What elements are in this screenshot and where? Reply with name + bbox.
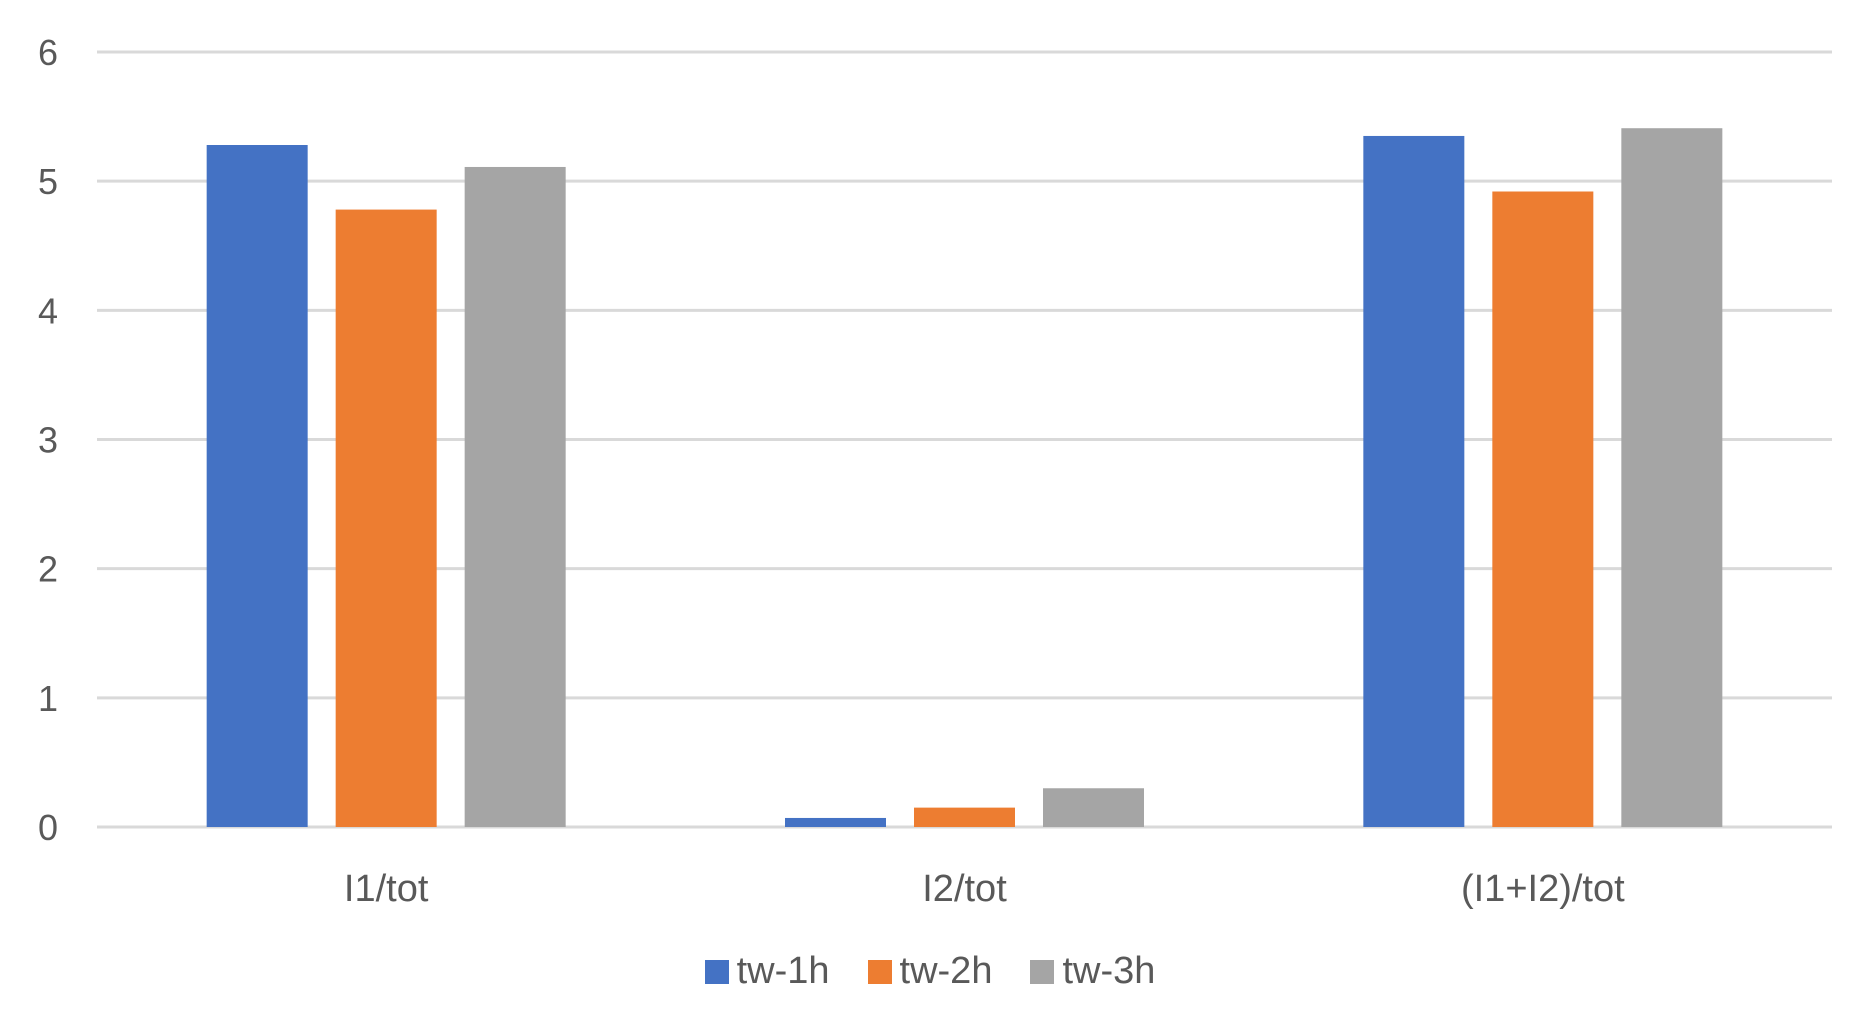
bar-tw-3h-2 <box>1621 128 1723 828</box>
y-tick-label: 3 <box>38 420 58 461</box>
bar-tw-2h-1 <box>914 807 1015 827</box>
legend: tw-1h tw-2h tw-3h <box>0 950 1860 993</box>
legend-item-tw-2h: tw-2h <box>867 950 993 993</box>
bar-tw-3h-0 <box>464 166 566 828</box>
bar-tw-1h-1 <box>785 817 886 827</box>
y-tick-label: 4 <box>38 290 58 331</box>
bar-tw-1h-2 <box>1363 135 1465 828</box>
bar-tw-2h-0 <box>335 209 437 828</box>
legend-label: tw-3h <box>1062 950 1156 992</box>
bar-tw-2h-2 <box>1492 191 1594 827</box>
legend-item-tw-3h: tw-3h <box>1030 950 1155 993</box>
bar-tw-3h-1 <box>1043 788 1144 827</box>
y-tick-label: 0 <box>38 807 58 848</box>
legend-item-tw-1h: tw-1h <box>704 950 830 993</box>
x-axis-categories: I1/tot I2/tot (I1+I2)/tot <box>344 868 1625 910</box>
x-category-label: I2/tot <box>922 868 1007 910</box>
legend-label: tw-1h <box>736 950 830 992</box>
y-tick-label: 2 <box>38 549 58 590</box>
legend-swatch <box>1030 959 1055 984</box>
y-axis-ticks: 0 1 2 3 4 5 6 <box>38 32 58 848</box>
x-category-label: I1/tot <box>344 868 429 910</box>
legend-label: tw-2h <box>899 950 993 992</box>
legend-swatch <box>867 959 892 984</box>
y-tick-label: 5 <box>38 161 58 202</box>
y-tick-label: 6 <box>38 32 58 73</box>
x-category-label: (I1+I2)/tot <box>1461 868 1625 910</box>
bar-tw-1h-0 <box>206 145 308 827</box>
y-tick-label: 1 <box>38 678 58 719</box>
legend-swatch <box>704 959 729 984</box>
bars <box>206 128 1723 828</box>
